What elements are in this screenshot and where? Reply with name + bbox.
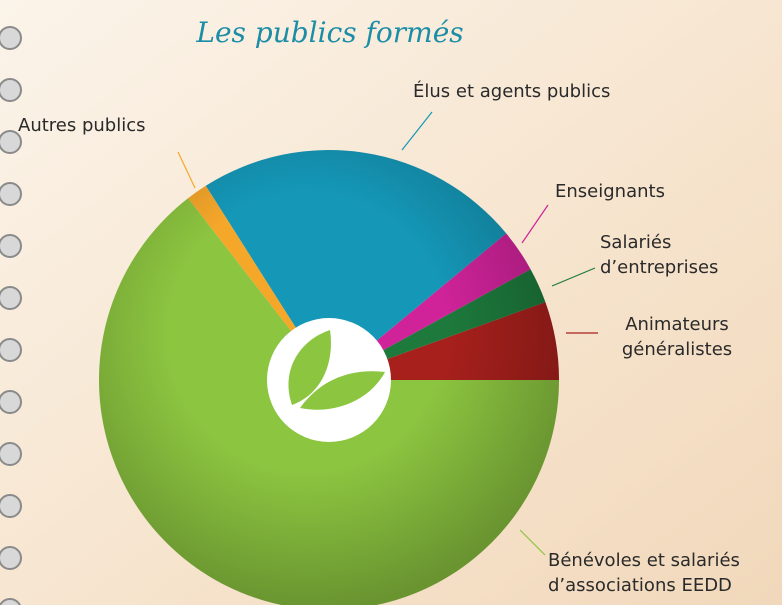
ring — [0, 78, 22, 102]
ring — [0, 26, 22, 50]
slice-label: Salariés d’entreprises — [600, 232, 718, 278]
ring — [0, 390, 22, 414]
ring — [0, 338, 22, 362]
leader-line — [521, 204, 549, 244]
ring — [0, 286, 22, 310]
ring — [0, 182, 22, 206]
slice-label: Élus et agents publics — [413, 80, 610, 102]
leaf-icon — [288, 330, 331, 405]
ring — [0, 494, 22, 518]
center-badge — [267, 318, 391, 442]
ring — [0, 598, 21, 605]
ring — [0, 130, 22, 154]
leader-line — [551, 267, 596, 287]
slice-label: Autres publics — [18, 115, 146, 136]
leaf-icon — [300, 371, 385, 410]
ring — [0, 442, 22, 466]
binding — [0, 26, 22, 605]
leader-line — [177, 151, 196, 189]
slice-label: Bénévoles et salariés d’associations EEDD — [548, 550, 740, 596]
chart-title: Les publics formés — [195, 16, 463, 49]
slice-label: Enseignants — [555, 181, 665, 202]
ring — [0, 546, 22, 570]
leader-line — [401, 111, 433, 151]
leader-line — [519, 529, 546, 556]
slice-label: Animateurs généralistes — [622, 314, 732, 360]
ring — [0, 234, 22, 258]
